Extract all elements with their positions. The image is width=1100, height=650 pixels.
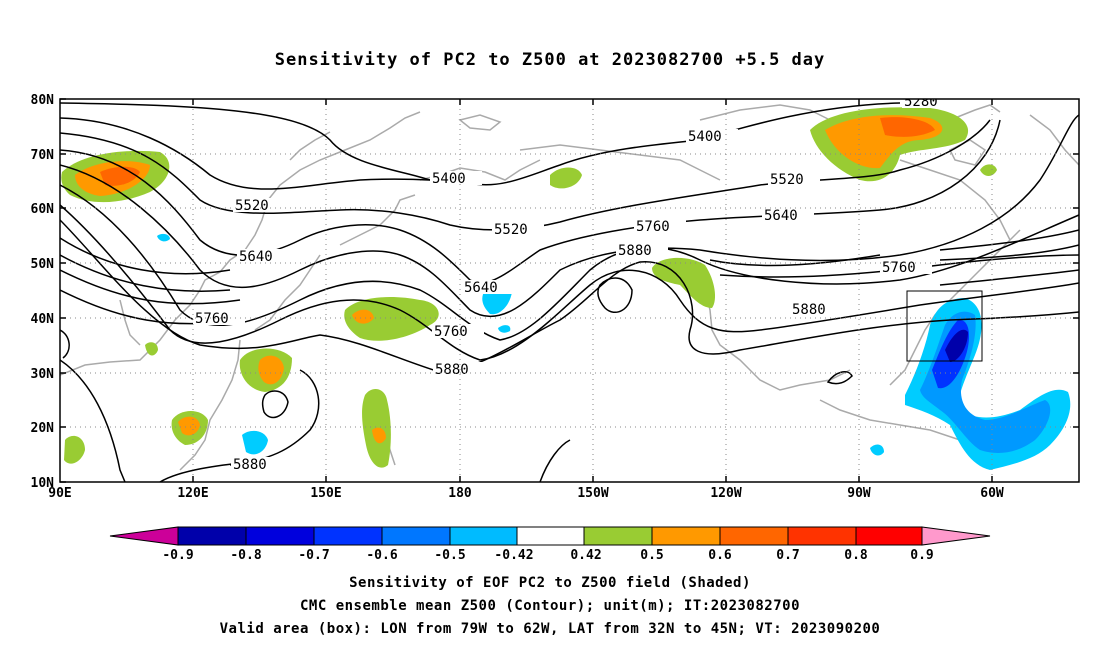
positive-region xyxy=(550,167,582,189)
contour-label: 5880 xyxy=(233,457,267,473)
colorbar-label: -0.42 xyxy=(494,548,533,563)
positive-region xyxy=(64,435,85,464)
lat-tick-label: 40N xyxy=(31,312,55,327)
positive-region xyxy=(344,297,439,341)
colorbar-label: 0.7 xyxy=(776,548,799,563)
colorbar: -0.9 -0.8 -0.7 -0.6 -0.5 -0.42 0.42 0.5 … xyxy=(109,526,991,563)
colorbar-label: 0.9 xyxy=(910,548,933,563)
negative-region xyxy=(870,444,884,456)
positive-region xyxy=(980,164,997,176)
lat-tick-label: 50N xyxy=(31,257,55,272)
colorbar-cell xyxy=(651,526,721,546)
colorbar-labels: -0.9 -0.8 -0.7 -0.6 -0.5 -0.42 0.42 0.5 … xyxy=(162,548,933,563)
contour-label: 5400 xyxy=(688,129,722,145)
lon-tick-label: 90E xyxy=(48,486,71,501)
positive-region xyxy=(145,342,158,356)
map-frame xyxy=(59,98,1080,483)
caption-shading: Sensitivity of EOF PC2 to Z500 field (Sh… xyxy=(349,575,751,591)
contour-label: 5520 xyxy=(235,198,269,214)
colorbar-label: -0.9 xyxy=(162,548,193,563)
lon-tick-label: 120E xyxy=(177,486,208,501)
coastlines xyxy=(60,104,1079,471)
lat-tick-label: 60N xyxy=(31,202,55,217)
negative-region xyxy=(945,329,968,362)
colorbar-cell xyxy=(855,526,923,546)
colorbar-label: -0.5 xyxy=(434,548,465,563)
colorbar-label: 0.42 xyxy=(570,548,601,563)
colorbar-label: -0.7 xyxy=(298,548,329,563)
colorbar-label: 0.8 xyxy=(844,548,868,563)
lon-tick-label: 150E xyxy=(310,486,341,501)
negative-region xyxy=(498,325,511,333)
caption-contour: CMC ensemble mean Z500 (Contour); unit(m… xyxy=(299,598,800,614)
contour-label: 5640 xyxy=(239,249,273,265)
contour-label: 5880 xyxy=(435,362,469,378)
colorbar-cell xyxy=(313,526,383,546)
lon-axis-labels: 90E 120E 150E 180 150W 120W 90W 60W xyxy=(48,486,1004,501)
colorbar-label: 0.6 xyxy=(708,548,732,563)
contour-label: 5640 xyxy=(764,208,798,224)
contour-label: 5880 xyxy=(618,243,652,259)
contour-label: 5760 xyxy=(434,324,468,340)
colorbar-cell xyxy=(109,526,179,546)
negative-region xyxy=(242,430,268,455)
negative-region xyxy=(157,233,170,242)
figure-title: Sensitivity of PC2 to Z500 at 2023082700… xyxy=(274,50,826,70)
caption-valid-area: Valid area (box): LON from 79W to 62W, L… xyxy=(219,621,881,637)
contour-label: 5280 xyxy=(904,94,938,110)
contour-label: 5760 xyxy=(195,311,229,327)
contour-label: 5520 xyxy=(770,172,804,188)
lon-tick-label: 60W xyxy=(980,486,1004,501)
colorbar-cell xyxy=(583,526,653,546)
lat-tick-label: 30N xyxy=(31,367,55,382)
lon-tick-label: 180 xyxy=(448,486,472,501)
contour-label: 5760 xyxy=(882,260,916,276)
contour-label: 5640 xyxy=(464,280,498,296)
contour-label: 5880 xyxy=(792,302,826,318)
lat-axis-labels: 80N 70N 60N 50N 40N 30N 20N 10N xyxy=(31,93,55,491)
lat-tick-label: 70N xyxy=(31,148,55,163)
lat-tick-label: 20N xyxy=(31,421,55,436)
colorbar-label: -0.8 xyxy=(230,548,261,563)
lon-tick-label: 90W xyxy=(847,486,871,501)
positive-region xyxy=(372,427,386,444)
colorbar-cell xyxy=(449,526,518,546)
lon-tick-label: 150W xyxy=(577,486,608,501)
contour-label: 5520 xyxy=(494,222,528,238)
colorbar-cell xyxy=(719,526,789,546)
colorbar-cell xyxy=(177,526,247,546)
valid-area-box xyxy=(906,290,983,362)
shading-layer xyxy=(61,107,1071,470)
colorbar-cell xyxy=(381,526,451,546)
lat-tick-label: 10N xyxy=(31,476,55,491)
positive-region xyxy=(258,355,284,385)
colorbar-label: -0.6 xyxy=(366,548,397,563)
contour-label: 5400 xyxy=(432,171,466,187)
lon-tick-label: 120W xyxy=(710,486,741,501)
colorbar-cell xyxy=(787,526,857,546)
positive-region xyxy=(352,309,374,324)
positive-region xyxy=(880,117,935,137)
z500-contours xyxy=(60,102,1079,482)
colorbar-cell xyxy=(516,526,585,546)
lat-tick-label: 80N xyxy=(31,93,55,108)
contour-label: 5760 xyxy=(636,219,670,235)
colorbar-cell xyxy=(245,526,315,546)
positive-region xyxy=(178,416,200,436)
tick-marks xyxy=(60,98,1079,483)
colorbar-label: 0.5 xyxy=(640,548,663,563)
colorbar-cell xyxy=(921,526,991,546)
